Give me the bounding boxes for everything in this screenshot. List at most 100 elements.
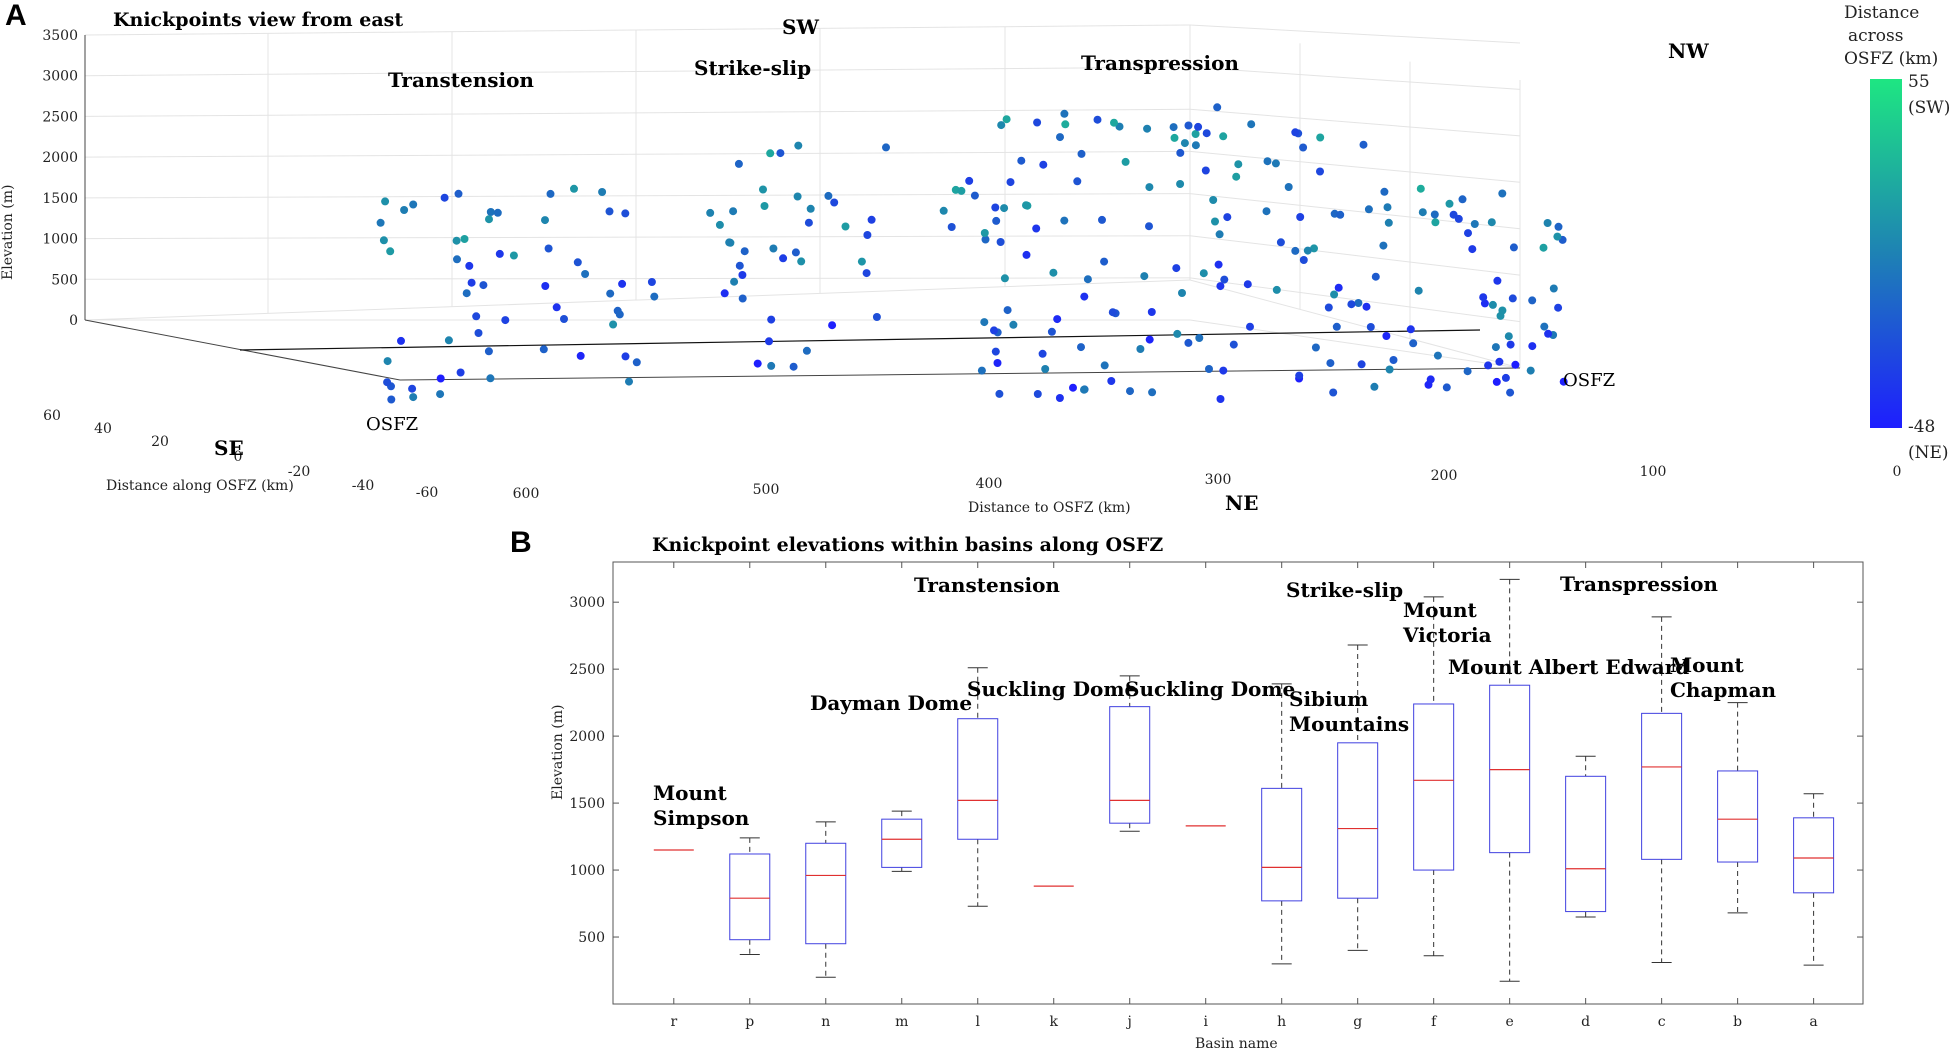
knickpoint-marker-235	[1263, 157, 1272, 166]
knickpoint-marker-215	[1229, 340, 1238, 349]
knickpoint-marker-225	[1211, 217, 1219, 226]
knickpoint-marker-9	[474, 329, 483, 337]
knickpoint-marker-255	[1445, 199, 1454, 208]
peak-label-mount-victoria-1: Mount	[1403, 598, 1478, 622]
peak-label-mount-victoria-2: Victoria	[1402, 623, 1492, 647]
direction-sw-label: SW	[782, 15, 819, 39]
a-x-axis-line	[399, 367, 1521, 381]
peak-label-suckling-dome-2: Suckling Dome	[1125, 677, 1295, 701]
knickpoint-marker-299	[1526, 366, 1535, 375]
knickpoint-marker-32	[598, 188, 607, 196]
knickpoint-marker-71	[715, 220, 724, 229]
knickpoint-marker-172	[1215, 230, 1224, 239]
knickpoint-marker-77	[867, 215, 876, 224]
colorbar-min-note: (NE)	[1908, 443, 1949, 463]
knickpoint-marker-211	[1316, 167, 1324, 176]
knickpoint-marker-238	[1291, 128, 1300, 137]
a-ztick-0: 60	[43, 408, 61, 424]
knickpoint-marker-100	[1033, 118, 1042, 127]
osfz-label-left: OSFZ	[366, 414, 418, 435]
box-b	[1717, 702, 1759, 914]
a-xtick-0: 600	[513, 486, 540, 502]
knickpoint-marker-243	[1366, 323, 1375, 331]
knickpoint-marker-73	[828, 321, 837, 330]
knickpoint-marker-296	[1553, 232, 1562, 241]
knickpoint-marker-74	[793, 192, 802, 201]
knickpoint-marker-241	[1464, 229, 1472, 238]
knickpoint-marker-199	[1232, 172, 1241, 181]
knickpoint-marker-175	[1284, 183, 1293, 191]
peak-label-mount-chapman-1: Mount	[1670, 653, 1745, 677]
knickpoint-marker-275	[1511, 360, 1520, 369]
panel-a-ylabel: Elevation (m)	[0, 185, 16, 280]
knickpoint-marker-167	[1055, 394, 1064, 402]
knickpoint-marker-141	[1140, 272, 1149, 281]
knickpoint-marker-69	[882, 143, 890, 152]
knickpoint-marker-4	[486, 208, 495, 216]
knickpoint-marker-186	[1370, 382, 1379, 391]
b-xtick-label-g: g	[1353, 1014, 1362, 1030]
knickpoint-marker-130	[1022, 250, 1031, 259]
knickpoint-marker-198	[1276, 238, 1285, 247]
knickpoint-marker-292	[1528, 342, 1537, 351]
knickpoint-marker-218	[1324, 303, 1333, 312]
knickpoint-marker-254	[1480, 299, 1489, 308]
box-iqr-f	[1413, 703, 1455, 871]
knickpoint-marker-180	[1169, 123, 1178, 132]
knickpoint-marker-95	[872, 313, 881, 321]
knickpoint-marker-150	[980, 229, 989, 237]
a-grid-side-2	[1189, 235, 1521, 276]
box-iqr-g	[1337, 742, 1379, 899]
knickpoint-marker-262	[1488, 300, 1497, 309]
knickpoint-marker-13	[453, 255, 461, 264]
knickpoint-marker-28	[560, 315, 568, 323]
knickpoint-marker-87	[767, 315, 776, 324]
b-xtick-label-i: i	[1203, 1014, 1208, 1030]
knickpoint-marker-137	[1100, 257, 1109, 266]
a-xtick-4: 200	[1431, 468, 1458, 484]
knickpoint-marker-19	[541, 282, 550, 290]
knickpoint-marker-57	[465, 261, 474, 270]
knickpoint-marker-43	[381, 197, 390, 206]
knickpoint-marker-149	[1049, 268, 1058, 277]
a-grid-side-3	[1189, 193, 1521, 230]
knickpoint-marker-91	[863, 231, 872, 239]
knickpoint-marker-23	[462, 289, 471, 298]
knickpoint-marker-260	[1409, 339, 1418, 348]
panel-b-axis: 500 1000 1500 2000 2500 3000 r p n m l k j i h g f e d c b a	[569, 562, 1863, 1030]
a-back-floor	[84, 279, 1191, 321]
knickpoint-marker-221	[1195, 334, 1204, 342]
panel-b-title: Knickpoint elevations within basins alon…	[652, 534, 1163, 556]
knickpoint-marker-99	[735, 261, 744, 270]
knickpoint-marker-26	[397, 336, 405, 345]
knickpoint-marker-185	[1347, 300, 1356, 309]
knickpoint-marker-142	[977, 366, 986, 375]
knickpoint-marker-14	[484, 347, 493, 356]
knickpoint-marker-207	[1296, 213, 1305, 221]
a-ytick-1: 500	[51, 272, 78, 288]
box-iqr-d	[1565, 775, 1607, 913]
knickpoint-marker-50	[501, 316, 510, 325]
knickpoint-marker-252	[1430, 210, 1439, 219]
knickpoint-marker-204	[1202, 129, 1211, 138]
knickpoint-marker-127	[939, 206, 948, 215]
colorbar-max-note: (SW)	[1908, 98, 1950, 118]
b-xtick-label-h: h	[1277, 1014, 1286, 1030]
knickpoint-marker-277	[1406, 325, 1415, 334]
knickpoint-marker-40	[456, 368, 465, 377]
a-ztick-5: -40	[352, 478, 375, 494]
knickpoint-marker-44	[650, 292, 659, 301]
a-side-floor	[1189, 279, 1521, 369]
knickpoint-marker-133	[1100, 361, 1109, 370]
knickpoint-marker-105	[1145, 335, 1154, 344]
knickpoint-marker-45	[467, 278, 476, 287]
knickpoint-marker-17	[576, 351, 585, 360]
knickpoint-marker-80	[802, 346, 811, 355]
knickpoint-marker-108	[1060, 109, 1069, 118]
box-iqr-e	[1489, 684, 1531, 854]
b-ytick-label-4: 2500	[569, 662, 605, 678]
knickpoint-marker-272	[1385, 365, 1394, 374]
knickpoint-marker-147	[965, 176, 974, 185]
knickpoint-marker-55	[581, 270, 590, 278]
knickpoint-marker-162	[1107, 377, 1116, 385]
